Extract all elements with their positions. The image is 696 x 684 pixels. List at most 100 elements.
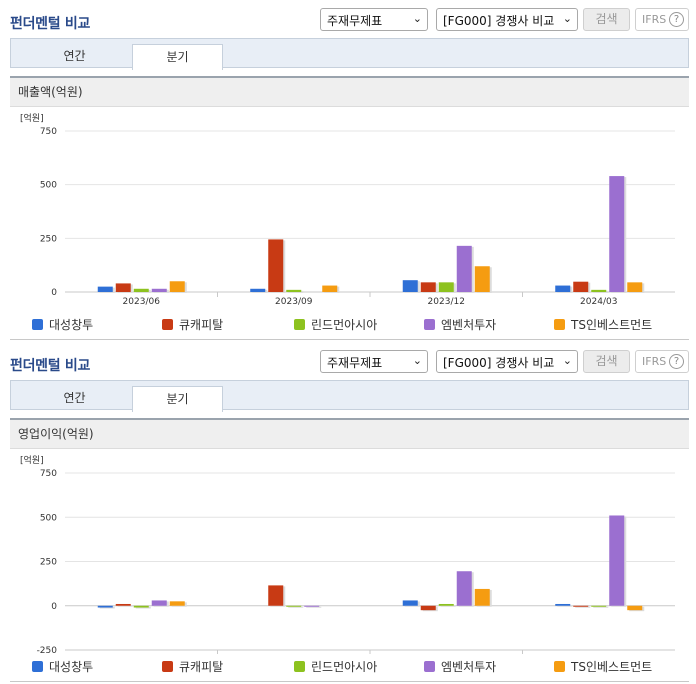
chevron-down-icon: ⌄ [562, 12, 572, 25]
statement-type-select[interactable]: 주재무제표 ⌄ [320, 350, 428, 373]
bar [627, 282, 643, 292]
legend-swatch [162, 319, 173, 330]
bar [456, 245, 472, 292]
bar-shadow [288, 606, 304, 608]
bar [591, 289, 607, 292]
chart-title: 영업이익(억원) [10, 418, 689, 449]
bar [474, 266, 490, 292]
legend-item[interactable]: 큐캐피탈 [162, 316, 223, 333]
revenue-plot: [억원] 0 250 500 750 2023/06 2023/09 2023/12 2024/… [20, 112, 675, 307]
section-header: 펀더멘털 비교 주재무제표 ⌄ [FG000] 경쟁사 비교 ⌄ 검색 IFRS… [0, 342, 696, 380]
legend-item[interactable]: TS인베스트먼트 [554, 658, 652, 675]
bar [609, 515, 625, 606]
ifrs-label: IFRS [642, 355, 667, 368]
bar [573, 605, 589, 607]
legend-label: 린드먼아시아 [311, 660, 378, 674]
bar [420, 282, 436, 292]
legend-item[interactable]: TS인베스트먼트 [554, 316, 652, 333]
tab-quarterly[interactable]: 분기 [132, 44, 223, 70]
legend-label: 린드먼아시아 [311, 318, 378, 332]
legend-swatch [294, 661, 305, 672]
period-tabs: 연간 분기 [10, 380, 689, 412]
tab-annual[interactable]: 연간 [63, 49, 86, 63]
legend-item[interactable]: 대성창투 [32, 658, 93, 675]
fundamental-compare-section-revenue: 펀더멘털 비교 주재무제표 ⌄ [FG000] 경쟁사 비교 ⌄ 검색 IFRS… [0, 0, 696, 340]
bar-shadow [135, 606, 151, 609]
help-icon[interactable]: ? [669, 354, 684, 369]
legend-label: 대성창투 [49, 318, 94, 332]
bar [322, 285, 338, 292]
tab-annual[interactable]: 연간 [63, 391, 86, 405]
fundamental-compare-section-operating-profit: 펀더멘털 비교 주재무제표 ⌄ [FG000] 경쟁사 비교 ⌄ 검색 IFRS… [0, 342, 696, 682]
chart-legend: 대성창투 큐캐피탈 린드먼아시아 엠벤처투자 TS인베스트먼트 [32, 316, 682, 336]
bar [555, 285, 571, 292]
peer-group-select[interactable]: [FG000] 경쟁사 비교 ⌄ [436, 8, 578, 31]
legend-label: 엠벤처투자 [441, 660, 497, 674]
legend-swatch [554, 319, 565, 330]
legend-label: 대성창투 [49, 660, 94, 674]
bar [268, 585, 284, 606]
revenue-chart: 매출액(억원) [억원] 0 250 500 750 2023/06 2023/09 2023… [10, 76, 689, 340]
bar-shadow [117, 604, 133, 607]
legend-swatch [424, 661, 435, 672]
y-tick-label: 750 [40, 469, 57, 479]
y-tick-label: 500 [40, 181, 57, 191]
ifrs-button[interactable]: IFRS ? [635, 350, 689, 373]
bar-shadow [440, 604, 456, 607]
bar [456, 571, 472, 606]
legend-label: TS인베스트먼트 [571, 318, 653, 332]
bar [555, 603, 571, 606]
chart-legend: 대성창투 큐캐피탈 린드먼아시아 엠벤처투자 TS인베스트먼트 [32, 658, 682, 678]
help-icon[interactable]: ? [669, 12, 684, 27]
bar [402, 280, 418, 292]
bar [286, 289, 302, 292]
x-tick-label: 2023/09 [275, 297, 313, 307]
legend-label: TS인베스트먼트 [571, 660, 653, 674]
chart-divider [10, 681, 689, 682]
unit-label: [억원] [20, 112, 44, 124]
bar [438, 603, 454, 606]
legend-item[interactable]: 엠벤처투자 [424, 316, 496, 333]
x-tick-label: 2024/03 [580, 297, 617, 307]
legend-item[interactable]: 린드먼아시아 [294, 658, 377, 675]
bar [169, 281, 185, 292]
ifrs-button[interactable]: IFRS ? [635, 8, 689, 31]
search-button[interactable]: 검색 [583, 8, 630, 31]
peer-group-value: [FG000] 경쟁사 비교 [443, 356, 555, 370]
y-tick-label: 0 [51, 602, 57, 612]
bar [573, 281, 589, 292]
y-tick-label: 500 [40, 513, 57, 523]
legend-item[interactable]: 린드먼아시아 [294, 316, 377, 333]
peer-group-select[interactable]: [FG000] 경쟁사 비교 ⌄ [436, 350, 578, 373]
bar [591, 605, 607, 607]
x-tick-label: 2023/12 [428, 297, 465, 307]
legend-item[interactable]: 엠벤처투자 [424, 658, 496, 675]
legend-item[interactable]: 큐캐피탈 [162, 658, 223, 675]
bar [97, 286, 113, 292]
legend-item[interactable]: 대성창투 [32, 316, 93, 333]
legend-label: 큐캐피탈 [179, 660, 224, 674]
bar [286, 605, 302, 607]
legend-swatch [424, 319, 435, 330]
bar [474, 588, 490, 606]
legend-swatch [32, 319, 43, 330]
ifrs-label: IFRS [642, 13, 667, 26]
x-tick-label: 2023/06 [123, 297, 161, 307]
bar [151, 600, 167, 606]
operating-profit-plot: [억원]-25002505007502023/062023/092023/122… [20, 454, 675, 654]
bar-shadow [99, 606, 115, 609]
bar [420, 605, 436, 611]
y-tick-label: 250 [40, 558, 57, 568]
search-button[interactable]: 검색 [583, 350, 630, 373]
bar [115, 283, 131, 292]
bar [627, 605, 643, 611]
statement-type-select[interactable]: 주재무제표 ⌄ [320, 8, 428, 31]
tab-quarterly[interactable]: 분기 [132, 386, 223, 412]
bar-shadow [575, 606, 591, 608]
section-title: 펀더멘털 비교 [10, 358, 91, 374]
bar [133, 288, 149, 292]
bar-shadow [306, 606, 322, 608]
bar [97, 605, 113, 608]
bar-shadow [593, 606, 609, 608]
peer-group-value: [FG000] 경쟁사 비교 [443, 14, 555, 28]
